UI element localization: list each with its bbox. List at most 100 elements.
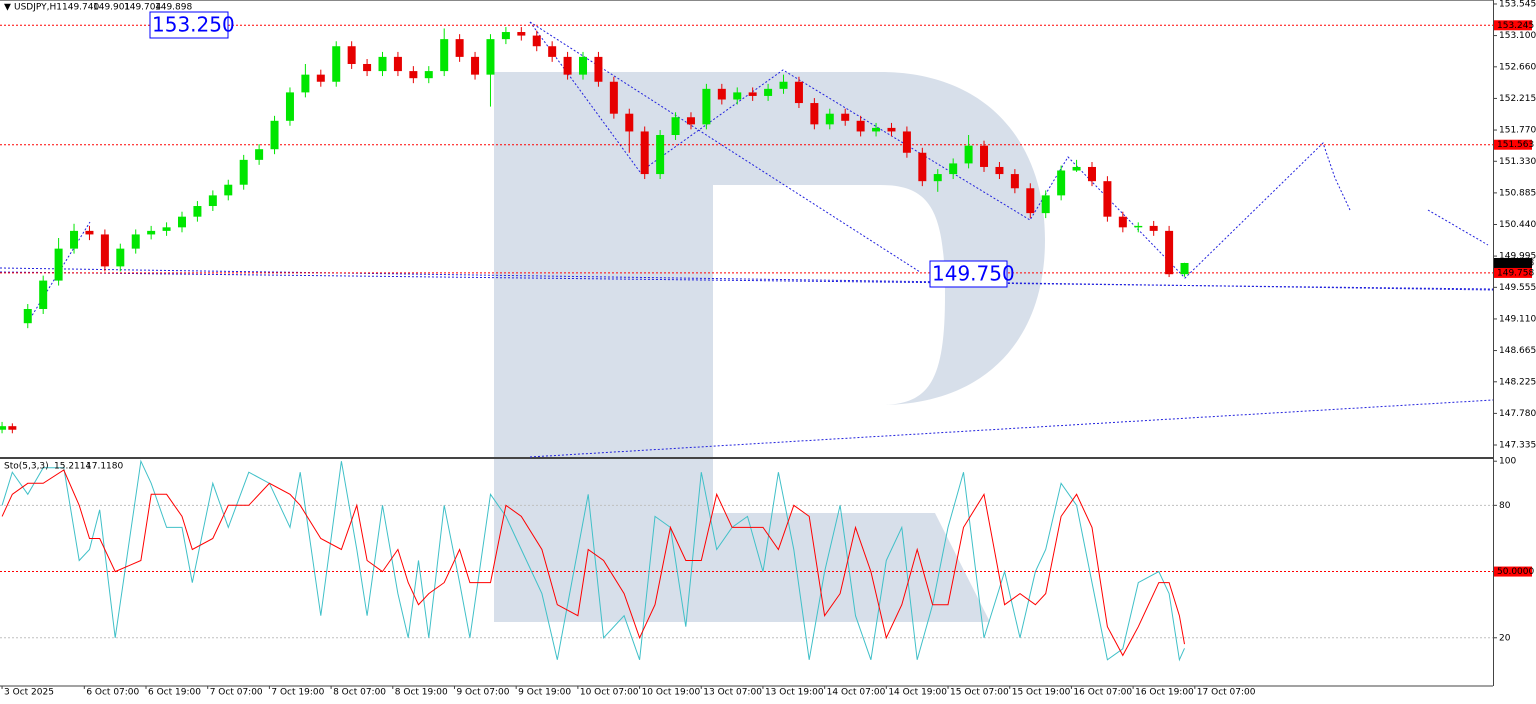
forecast-path — [1427, 209, 1489, 246]
candle-body — [393, 56, 402, 72]
candle-body — [177, 216, 186, 228]
level-label: 149.758 — [1497, 268, 1534, 278]
candle-body — [702, 88, 711, 125]
candle-body — [471, 56, 480, 75]
candle-body — [255, 149, 264, 160]
annotation-box — [149, 11, 229, 39]
candle-body — [856, 120, 865, 132]
candle-body — [794, 81, 803, 104]
candle-body — [1057, 170, 1066, 196]
indicator-value: 17.1180 — [86, 462, 123, 472]
candle-body — [841, 113, 850, 121]
level-label-bg — [1494, 267, 1532, 278]
candle-body — [686, 117, 695, 125]
candle-body — [23, 308, 32, 324]
candle-body — [1026, 188, 1035, 214]
candle-body — [100, 234, 109, 267]
candle-body — [301, 74, 310, 93]
candle-body — [162, 227, 171, 231]
x-tick-label: 15 Oct 07:00 — [950, 688, 1009, 698]
forecast-path — [529, 21, 1351, 279]
candle-body — [609, 81, 618, 114]
ohlc-open: 149.740 — [62, 3, 99, 13]
candle-body — [147, 230, 156, 235]
candle-body — [8, 426, 17, 430]
x-tick-label: 7 Oct 07:00 — [210, 688, 263, 698]
y-tick-label: 152.215 — [1499, 94, 1536, 104]
y-tick-label: 100 — [1499, 457, 1516, 467]
candle-body — [995, 166, 1004, 175]
candle-body — [548, 46, 557, 57]
level-label-bg — [1494, 139, 1532, 150]
y-tick-label: 149.995 — [1499, 252, 1536, 262]
candle-body — [1149, 225, 1158, 231]
stochastic-line — [1, 459, 1185, 662]
candle-body — [748, 92, 757, 96]
y-tick-label: 150.440 — [1499, 220, 1536, 230]
x-tick-label: 7 Oct 19:00 — [271, 688, 324, 698]
candle-body — [378, 56, 387, 72]
candle-body — [1134, 225, 1143, 228]
trend-line — [529, 399, 1494, 458]
candle-body — [933, 174, 942, 182]
candle-body — [717, 88, 726, 100]
menu-icon: ▼ — [4, 3, 11, 13]
x-tick-label: 10 Oct 07:00 — [580, 688, 639, 698]
level-label: 153.245 — [1497, 21, 1534, 31]
candle-body — [779, 81, 788, 89]
candle-body — [1041, 195, 1050, 214]
candle-body — [887, 127, 896, 132]
candle-body — [810, 103, 819, 125]
indicator-value: 15.2114 — [54, 462, 91, 472]
x-tick-label: 6 Oct 07:00 — [86, 688, 139, 698]
y-tick-label: 148.225 — [1499, 377, 1536, 387]
y-tick-label: 151.330 — [1499, 157, 1536, 167]
candle-body — [872, 127, 881, 132]
candle-body — [332, 46, 341, 82]
candle-body — [579, 56, 588, 75]
candle-body — [85, 230, 94, 235]
candle-body — [285, 92, 294, 121]
y-tick-label: 153.100 — [1499, 31, 1536, 41]
x-tick-label: 17 Oct 07:00 — [1197, 688, 1256, 698]
candle-body — [424, 71, 433, 79]
y-tick-label: 20 — [1499, 633, 1511, 643]
candle-body — [501, 32, 510, 40]
candle-body — [363, 63, 372, 72]
candle-body — [131, 234, 140, 249]
candle-body — [1118, 216, 1127, 228]
candle-body — [239, 159, 248, 185]
x-tick-label: 13 Oct 19:00 — [765, 688, 824, 698]
annotation-box — [929, 260, 1008, 288]
candle-body — [193, 206, 202, 217]
candle-body — [224, 184, 233, 196]
watermark-leg — [713, 513, 990, 622]
candle-body — [1103, 181, 1112, 217]
stochastic-line — [1, 469, 1185, 657]
x-tick-label: 14 Oct 19:00 — [888, 688, 947, 698]
ohlc-low: 149.704 — [124, 3, 161, 13]
mid-level-label: 50.0000 — [1497, 567, 1534, 577]
candle-body — [270, 120, 279, 150]
current-price-label: 149.898 — [1497, 258, 1534, 268]
y-tick-label: 149.555 — [1499, 283, 1536, 293]
watermark — [494, 72, 1045, 622]
candle-body — [347, 46, 356, 64]
candle-body — [949, 163, 958, 175]
candle-body — [656, 135, 665, 175]
y-tick-label: 147.780 — [1499, 409, 1536, 419]
annotation: 149.750 — [932, 262, 1015, 286]
candle-body — [625, 113, 634, 132]
candle-body — [980, 145, 989, 167]
annotation: 153.250 — [152, 13, 235, 37]
candle-body — [455, 39, 464, 57]
candle-body — [532, 35, 541, 47]
candle-body — [733, 92, 742, 100]
ohlc-high: 149.901 — [93, 3, 130, 13]
candle-body — [517, 32, 526, 36]
symbol: USDJPY,H1 — [14, 3, 62, 13]
candle-body — [39, 280, 48, 309]
x-tick-label: 15 Oct 19:00 — [1012, 688, 1071, 698]
candle-body — [1087, 166, 1096, 182]
candle-body — [902, 131, 911, 153]
